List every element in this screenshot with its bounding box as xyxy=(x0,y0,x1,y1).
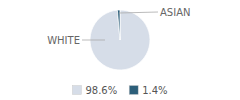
legend-swatch xyxy=(72,86,81,95)
leader-line xyxy=(119,12,158,13)
slice-label: ASIAN xyxy=(160,7,190,18)
leader-line xyxy=(82,40,105,41)
legend-item: 1.4% xyxy=(129,85,167,96)
legend: 98.6% 1.4% xyxy=(72,85,167,96)
pie-slice xyxy=(117,10,120,40)
legend-label: 1.4% xyxy=(142,85,167,96)
chart-container: WHITE ASIAN 98.6% 1.4% xyxy=(0,0,240,100)
slice-label: WHITE xyxy=(47,35,80,46)
slice-labels: WHITE ASIAN xyxy=(47,7,190,46)
legend-item: 98.6% xyxy=(72,85,117,96)
legend-swatch xyxy=(129,86,138,95)
legend-label: 98.6% xyxy=(85,85,117,96)
pie-chart: WHITE ASIAN 98.6% 1.4% xyxy=(0,0,240,100)
